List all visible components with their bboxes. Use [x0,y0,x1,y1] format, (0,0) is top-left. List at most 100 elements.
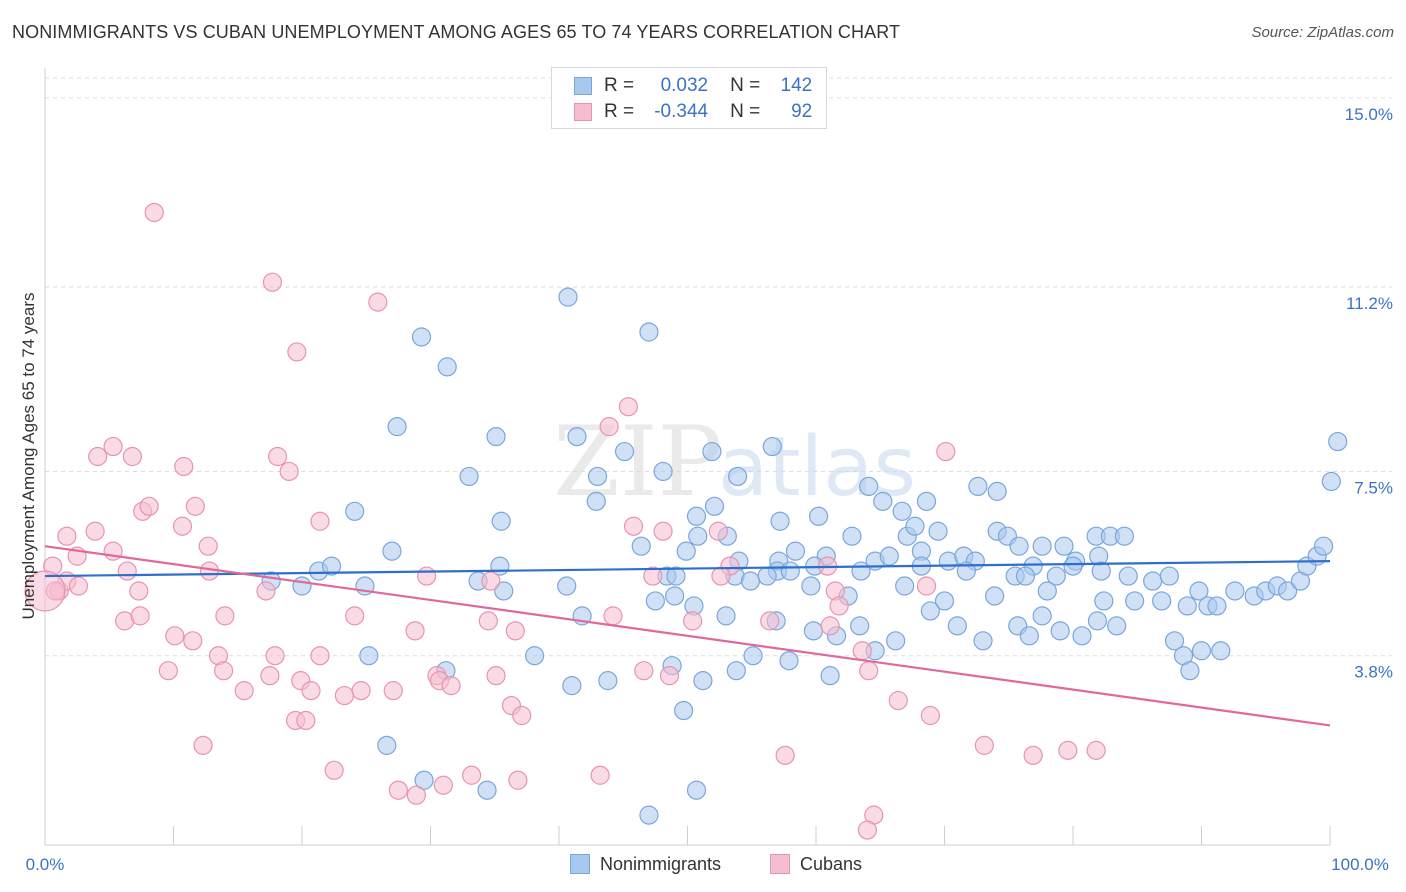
nonimmigrants-point [377,735,397,755]
series-name-cubans: Cubans [800,853,863,874]
nonimmigrants-point [1091,561,1111,581]
cubans-point [287,342,307,362]
nonimmigrants-point [1159,566,1179,586]
nonimmigrants-point [726,661,746,681]
cubans-point [57,526,77,546]
nonimmigrants-point [645,591,665,611]
cubans-point [405,621,425,641]
cubans-point [417,566,437,586]
nonimmigrants-point [321,556,342,576]
legend-swatch-pink [574,103,592,121]
nonimmigrants-point [1094,591,1114,611]
cubans-point [144,202,164,223]
nonimmigrants-point [716,606,736,626]
cubans-point [260,666,280,686]
cubans-point [406,785,426,805]
cubans-point [888,690,908,711]
nonimmigrants-point [387,417,407,437]
nonimmigrants-point [1164,631,1185,651]
cubans-point [117,561,137,581]
nonimmigrants-point [1189,581,1209,601]
nonimmigrants-point [1152,591,1172,611]
cubans-point [683,611,703,631]
cubans-point [829,596,849,616]
nonimmigrants-point [631,536,651,556]
cubans-point [183,631,203,651]
cubans-point [68,576,89,596]
nonimmigrants-point [780,561,800,581]
nonimmigrants-point [1054,536,1074,556]
cubans-point [481,571,501,591]
nonimmigrants-point [494,581,514,601]
nonimmigrants-point [586,491,606,511]
cubans-point [301,681,321,701]
nonimmigrants-point [1015,566,1036,586]
cubans-point [859,661,879,681]
nonimmigrants-point [688,526,708,546]
cubans-point [486,666,506,686]
nonimmigrants-point [686,780,707,800]
cubans-point [310,646,330,666]
cubans-point [324,760,344,780]
cubans-point [508,770,528,790]
legend-r-label: R = [604,101,635,122]
cubans-point [279,461,299,482]
y-tick-label: 7.5% [1354,478,1393,497]
nonimmigrants-point [968,476,988,497]
cubans-point [215,606,235,626]
cubans-point [659,666,680,686]
nonimmigrants-point [985,586,1005,606]
nonimmigrants-point [1037,581,1057,601]
nonimmigrants-point [934,591,955,611]
nonimmigrants-point [808,506,829,526]
legend-r-value: 0.032 [660,75,709,96]
cubans-point [193,735,213,755]
cubans-point [130,606,150,626]
cubans-point [433,775,453,795]
cubans-point [383,681,403,701]
nonimmigrants-point [1114,526,1135,546]
correlation-legend: R = 0.032 N = 142 R = -0.344 N = 92 [551,67,827,129]
cubans-point [267,446,288,467]
nonimmigrants-point [1225,581,1245,601]
cubans-point [623,516,644,536]
cubans-point [974,735,994,755]
nonimmigrants-point [947,616,967,636]
nonimmigrants-point [973,631,993,651]
cubans-point [916,576,937,596]
nonimmigrants-point [785,541,806,561]
legend-row-nonimmigrants: R = 0.032 N = 142 [574,73,812,99]
nonimmigrants-point [879,546,899,566]
nonimmigrants-point [414,770,434,790]
cubans-point-large [24,570,66,612]
cubans-point [599,417,619,437]
nonimmigrants-point [1177,596,1197,616]
nonimmigrants-point [704,496,725,516]
nonimmigrants-point [895,576,915,596]
series-legend-cubans: Cubans [770,852,862,876]
legend-n-value: 142 [780,75,813,96]
nonimmigrants-point [728,466,748,487]
cubans-point [103,436,123,457]
cubans-point [936,441,956,462]
nonimmigrants-point [558,287,578,307]
series-name-nonimmigrants: Nonimmigrants [600,853,722,874]
nonimmigrants-point [757,566,777,586]
label-layer: 3.8% 7.5% 11.2% 15.0% 0.0% 100.0% [26,105,1393,874]
nonimmigrants-point [1046,566,1066,586]
axis-layer [44,68,1331,846]
cubans-point [857,820,878,840]
cubans-point [708,521,728,541]
nonimmigrants-point [801,576,821,596]
cubans-point [122,446,142,467]
cubans-point [158,661,178,681]
nonimmigrants-point [1211,641,1231,661]
nonimmigrants-point [1118,566,1138,586]
cubans-point [441,676,461,696]
x-tick-label-max: 100.0% [1331,855,1389,874]
nonimmigrants-trendline [44,560,1331,578]
nonimmigrants-point [842,526,862,546]
cubans-point [634,661,654,681]
nonimmigrants-point [666,566,686,586]
legend-n-value: 92 [791,101,813,122]
